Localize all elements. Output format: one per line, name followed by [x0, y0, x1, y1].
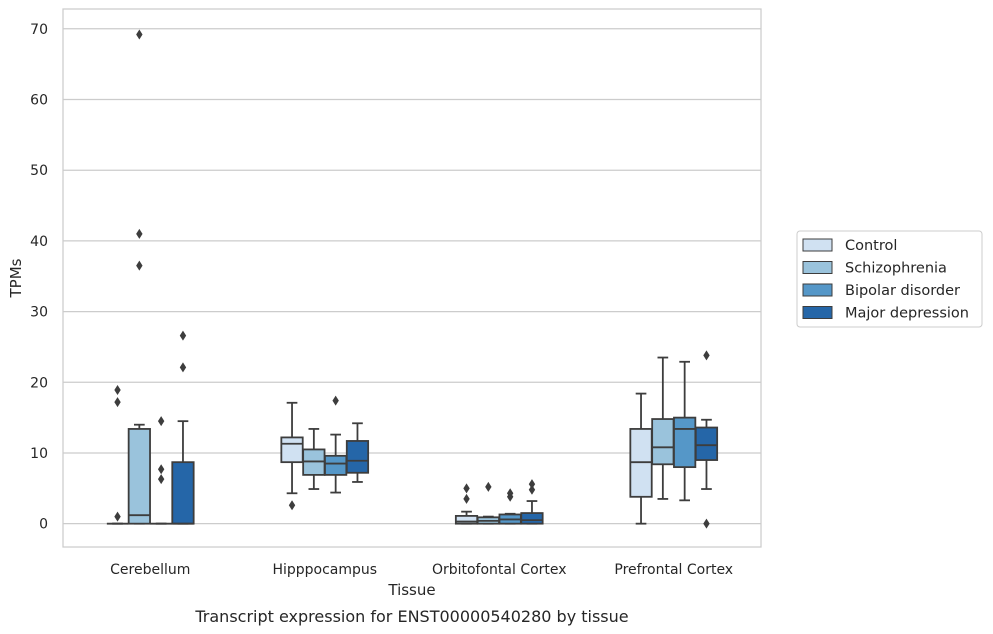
box-bipolar-disorder [498, 488, 522, 525]
outlier-point [136, 29, 143, 40]
box-major-depression [520, 479, 544, 525]
box-iqr [280, 436, 304, 464]
outlier-point [136, 228, 143, 239]
y-axis-label: TPMs [7, 258, 25, 298]
box-control [629, 392, 653, 525]
outlier-point [288, 500, 296, 511]
box-plot-area [106, 29, 719, 529]
box-bipolar-disorder [150, 416, 172, 525]
x-tick-label: Orbitofontal Cortex [432, 562, 567, 578]
box-bipolar-disorder [324, 395, 348, 494]
legend-label: Bipolar disorder [845, 283, 960, 299]
outlier-point [157, 464, 165, 475]
x-tick-label: Cerebellum [110, 562, 190, 578]
legend-swatch [802, 238, 833, 252]
box-iqr [324, 454, 348, 476]
legend-label: Major depression [845, 306, 969, 322]
y-tick-label: 0 [39, 517, 48, 533]
legend: Control Schizophrenia Bipolar disorder Majo… [796, 230, 983, 328]
outlier-point [703, 350, 710, 361]
outlier-point [179, 330, 187, 341]
x-tick-label: Prefrontal Cortex [614, 562, 733, 578]
x-tick-labels: Cerebellum Hipppocampus Orbitofontal Corte… [110, 562, 733, 578]
outlier-point [114, 511, 121, 522]
y-tick-label: 30 [30, 305, 48, 321]
box-iqr [694, 426, 719, 461]
box-iqr [520, 512, 544, 525]
box-major-depression [171, 330, 195, 525]
box-schizophrenia [651, 356, 675, 500]
box-iqr [171, 461, 195, 525]
legend-swatch [802, 306, 833, 319]
legend-label: Control [845, 238, 897, 254]
outlier-point [114, 397, 121, 408]
grid-lines [63, 28, 761, 525]
outlier-point [463, 493, 470, 504]
box-iqr [673, 416, 697, 469]
box-control [454, 483, 479, 525]
outlier-point [157, 474, 165, 485]
box-iqr [127, 428, 151, 525]
outlier-point [463, 483, 470, 494]
y-tick-label: 20 [30, 375, 48, 391]
box-iqr [345, 440, 370, 474]
box-major-depression [694, 350, 719, 529]
box-schizophrenia [302, 428, 326, 490]
y-tick-label: 50 [30, 163, 48, 179]
outlier-point [528, 484, 536, 495]
y-tick-label: 10 [30, 446, 48, 462]
y-tick-label: 40 [30, 234, 48, 250]
outlier-point [703, 518, 710, 529]
legend-swatch [802, 283, 833, 297]
legend-swatch [802, 261, 833, 274]
box-control [280, 401, 304, 511]
box-iqr [454, 514, 479, 525]
x-axis-label: Tissue [387, 581, 435, 599]
box-major-depression [345, 422, 370, 483]
outlier-point [528, 479, 536, 490]
outlier-point [136, 260, 143, 271]
chart-caption: Transcript expression for ENST0000054028… [194, 607, 628, 626]
outlier-point [332, 395, 339, 406]
plot-frame [62, 8, 762, 548]
outlier-point [506, 488, 514, 499]
box-schizophrenia [476, 481, 500, 525]
outlier-point [485, 481, 492, 492]
outlier-point [157, 416, 165, 427]
box-control [106, 385, 129, 525]
x-tick-label: Hipppocampus [272, 562, 377, 578]
y-tick-labels: 0 10 20 30 40 50 60 70 [30, 22, 48, 533]
box-iqr [651, 418, 675, 466]
box-schizophrenia [127, 29, 151, 525]
outlier-point [114, 385, 121, 396]
y-tick-label: 60 [30, 92, 48, 108]
outlier-point [179, 362, 187, 373]
legend-frame [796, 230, 983, 328]
legend-label: Schizophrenia [845, 261, 947, 277]
y-tick-label: 70 [30, 22, 48, 38]
